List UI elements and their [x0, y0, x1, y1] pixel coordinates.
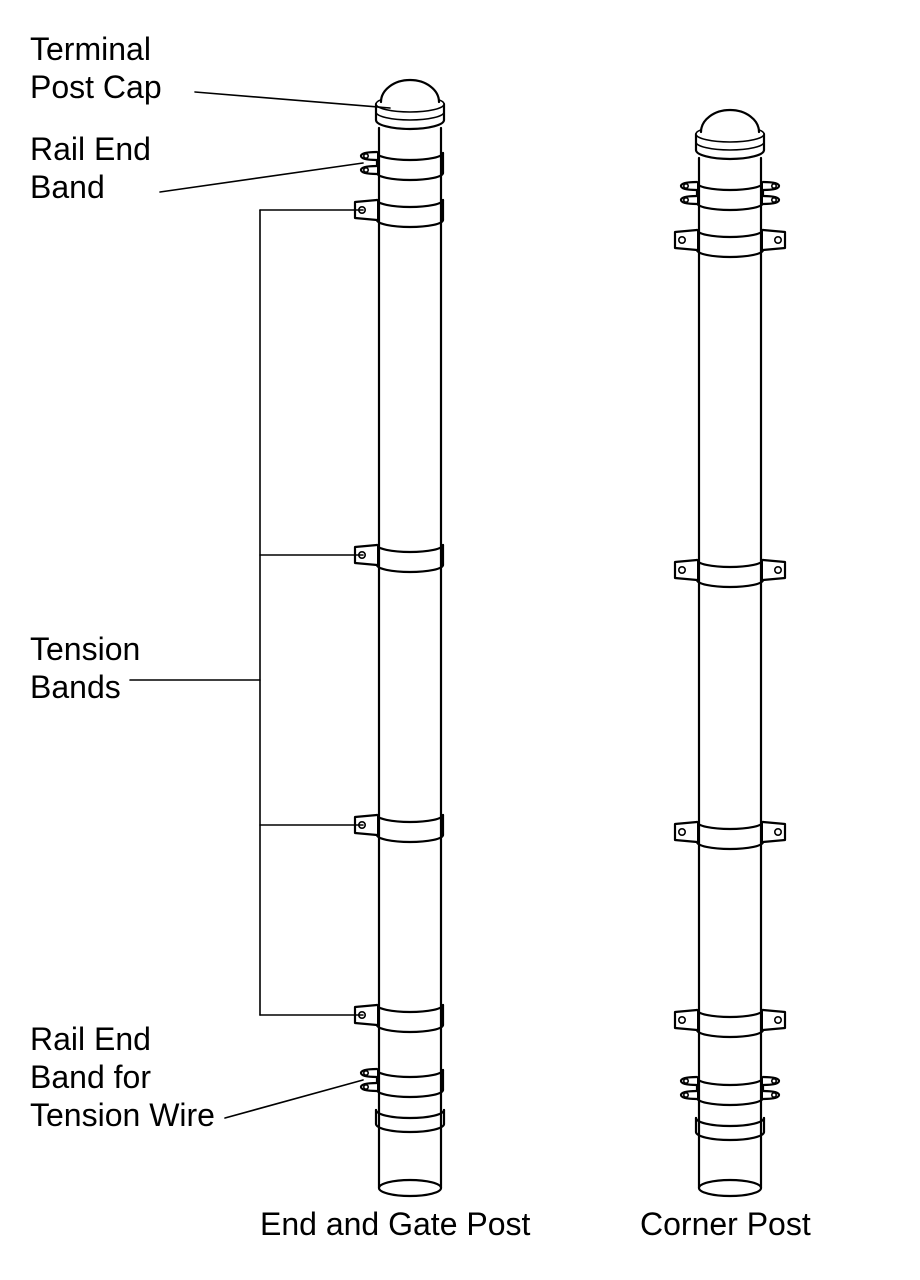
caption-corner-post: Corner Post [640, 1206, 811, 1242]
left-tension-band-3 [355, 1005, 443, 1032]
left-bottom-rail-end-band [361, 1069, 443, 1097]
label-rail-end-band: Band [30, 169, 105, 205]
label-rail-end-band-tension-wire: Band for [30, 1059, 151, 1095]
label-tension-bands: Tension [30, 631, 140, 667]
right-rail-end-band [681, 182, 779, 210]
label-tension-bands: Bands [30, 669, 121, 705]
right-tension-band-1 [675, 560, 785, 587]
label-terminal-post-cap: Terminal [30, 31, 151, 67]
right-tension-band-2 [675, 822, 785, 849]
left-post [376, 80, 444, 1196]
left-tension-band-1 [355, 545, 443, 572]
label-rail-end-band-tension-wire: Rail End [30, 1021, 151, 1057]
left-tension-band-2 [355, 815, 443, 842]
label-terminal-post-cap: Post Cap [30, 69, 162, 105]
left-rail-end-band [361, 152, 443, 180]
right-tension-band-0 [675, 230, 785, 257]
label-rail-end-band-tension-wire: Tension Wire [30, 1097, 215, 1133]
right-bottom-rail-end-band [681, 1077, 779, 1105]
fence-post-diagram: TerminalPost CapRail EndBandTensionBands… [0, 0, 920, 1280]
right-post [696, 110, 764, 1196]
left-tension-band-0 [355, 200, 443, 227]
label-rail-end-band: Rail End [30, 131, 151, 167]
right-tension-band-3 [675, 1010, 785, 1037]
caption-end-gate-post: End and Gate Post [260, 1206, 531, 1242]
